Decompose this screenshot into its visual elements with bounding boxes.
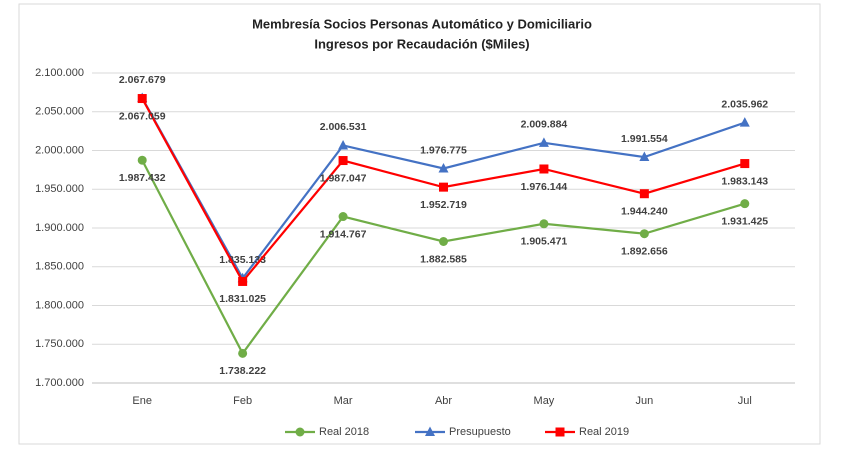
- data-label: 2.035.962: [721, 98, 768, 110]
- data-label: 1.914.767: [320, 228, 367, 240]
- marker: [338, 139, 349, 150]
- marker: [740, 159, 750, 169]
- data-label: 1.991.554: [621, 133, 668, 145]
- chart-border: [18, 3, 821, 445]
- marker: [238, 348, 248, 358]
- y-tick-label: 2.000.000: [35, 144, 84, 156]
- legend-marker: [425, 426, 435, 436]
- x-tick-label: Jul: [738, 395, 752, 407]
- marker: [539, 219, 549, 229]
- marker: [438, 162, 449, 173]
- y-tick-label: 1.700.000: [35, 377, 84, 389]
- marker: [538, 137, 549, 147]
- x-tick-label: Abr: [435, 395, 452, 407]
- data-label: 1.892.656: [621, 245, 668, 257]
- marker: [137, 155, 147, 165]
- y-tick-label: 1.800.000: [35, 299, 84, 311]
- data-label: 2.067.059: [119, 110, 166, 122]
- legend-label: Real 2019: [579, 426, 629, 438]
- data-label: 1.905.471: [521, 236, 568, 248]
- marker: [439, 236, 448, 246]
- legend-label: Presupuesto: [449, 426, 511, 438]
- y-tick-label: 1.750.000: [35, 338, 84, 350]
- x-tick-label: Feb: [233, 395, 252, 407]
- x-tick-label: May: [534, 395, 555, 407]
- y-tick-label: 1.850.000: [35, 261, 84, 273]
- data-label: 2.009.884: [521, 119, 568, 131]
- data-label: 1.931.425: [721, 215, 768, 227]
- marker: [740, 199, 750, 209]
- data-label: 2.067.679: [119, 74, 166, 86]
- x-tick-label: Mar: [334, 395, 353, 407]
- marker: [439, 182, 448, 192]
- chart-title: Membresía Socios Personas Automático y D…: [252, 16, 592, 31]
- data-label: 1.835.133: [219, 254, 266, 266]
- data-label: 1.882.585: [420, 253, 467, 265]
- x-tick-label: Jun: [635, 395, 653, 407]
- marker: [639, 189, 649, 199]
- marker: [739, 117, 750, 127]
- y-tick-label: 2.100.000: [35, 67, 84, 79]
- marker: [338, 156, 348, 166]
- data-label: 2.006.531: [320, 121, 367, 133]
- marker: [639, 151, 650, 162]
- data-label: 1.983.143: [721, 175, 768, 187]
- marker: [238, 276, 248, 286]
- data-label: 1.944.240: [621, 205, 668, 217]
- marker: [639, 229, 649, 239]
- legend-marker: [295, 427, 305, 437]
- data-label: 1.831.025: [219, 293, 266, 305]
- chart-subtitle: Ingresos por Recaudación ($Miles): [314, 36, 529, 51]
- legend-marker: [555, 427, 565, 437]
- marker: [137, 94, 147, 104]
- data-label: 1.987.432: [119, 172, 166, 184]
- marker: [338, 212, 348, 222]
- data-label: 1.976.144: [521, 181, 568, 193]
- marker: [539, 164, 549, 174]
- data-label: 1.976.775: [420, 144, 467, 156]
- data-label: 1.738.222: [219, 365, 266, 377]
- x-tick-label: Ene: [132, 395, 152, 407]
- data-label: 1.952.719: [420, 199, 467, 211]
- y-tick-label: 2.050.000: [35, 106, 84, 118]
- y-tick-label: 1.900.000: [35, 222, 84, 234]
- data-label: 1.987.047: [320, 172, 367, 184]
- y-tick-label: 1.950.000: [35, 183, 84, 195]
- legend-label: Real 2018: [319, 426, 369, 438]
